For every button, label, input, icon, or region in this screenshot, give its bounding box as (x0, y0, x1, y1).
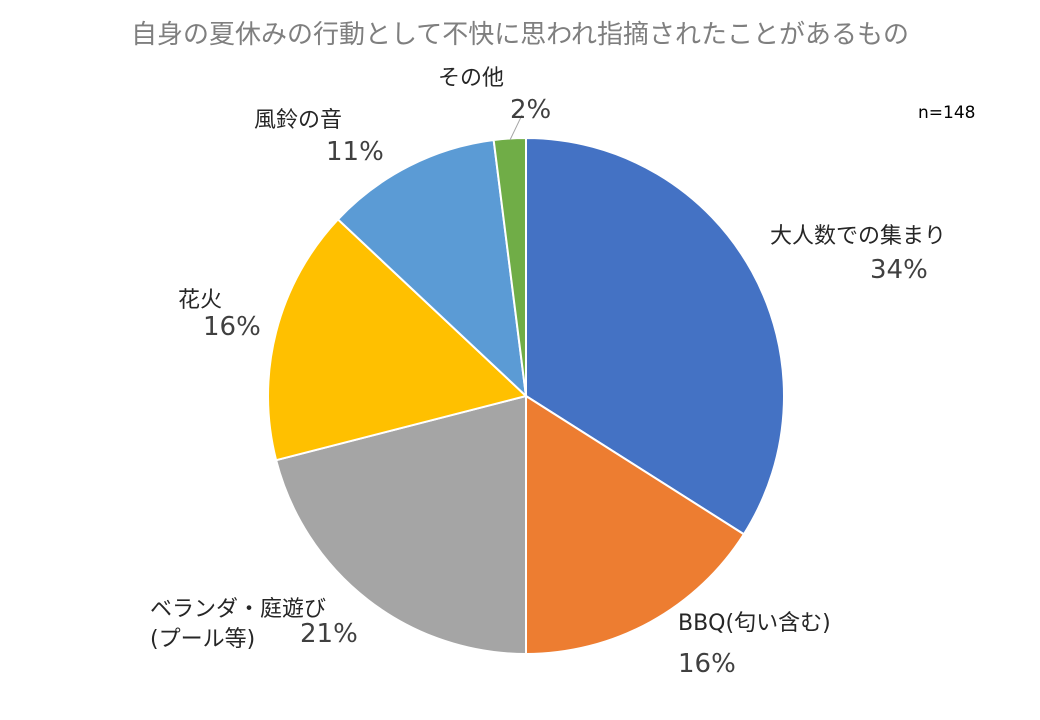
slice-label-gathering: 大人数での集まり (770, 224, 946, 249)
pie-slice-fireworks (267, 217, 529, 462)
leader-line-other (509, 114, 523, 141)
slice-label-other: その他 (438, 66, 504, 91)
slice-value-fireworks: 16% (203, 312, 261, 342)
slice-value-gathering: 34% (870, 255, 928, 285)
pie-slice-windchime (336, 138, 528, 399)
pie-slices (267, 136, 785, 656)
slice-value-bbq: 16% (678, 649, 736, 679)
slice-label-bbq: BBQ(匂い含む) (678, 611, 831, 636)
slice-value-windchime: 11% (326, 137, 384, 167)
pie-slice-bbq (525, 394, 746, 656)
pie-slice-other (492, 136, 527, 397)
slice-value-veranda: 21% (300, 619, 358, 649)
slice-value-other: 2% (510, 95, 551, 125)
sample-size-note: n=148 (918, 103, 975, 123)
slice-label-fireworks: 花火 (178, 288, 222, 313)
slice-label-windchime: 風鈴の音 (254, 108, 342, 133)
pie-slice-gathering (525, 136, 785, 536)
chart-title: 自身の夏休みの行動として不快に思われ指摘されたことがあるもの (131, 20, 909, 50)
slice-label-veranda-line2: (プール等) (150, 627, 255, 652)
pie-slice-veranda (274, 394, 527, 656)
slice-label-veranda-line1: ベランダ・庭遊び (150, 597, 326, 622)
